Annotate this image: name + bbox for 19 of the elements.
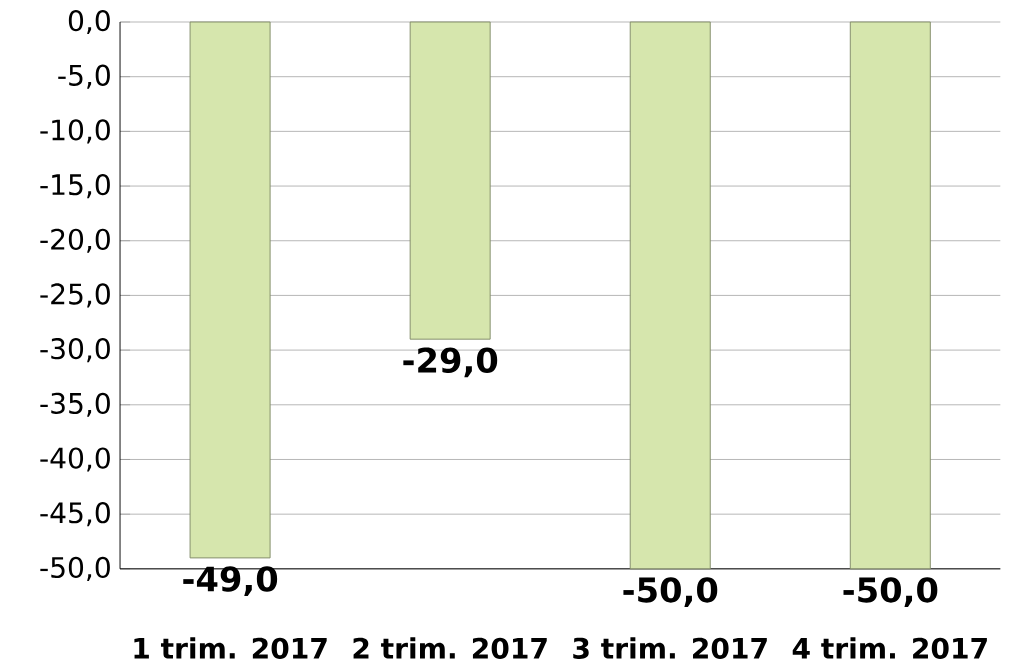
data-label: -49,0 [183, 566, 278, 597]
y-tick-label: -25,0 [40, 283, 110, 308]
data-label: -29,0 [403, 347, 498, 378]
y-tick-label: -35,0 [40, 392, 110, 417]
y-tick-label: -40,0 [40, 447, 110, 472]
y-tick-label: -5,0 [58, 64, 110, 89]
x-tick-label: 2 trim. 2017 [353, 637, 547, 659]
x-tick-label: 3 trim. 2017 [573, 637, 767, 659]
y-tick-label: -45,0 [40, 502, 110, 527]
y-tick-label: 0,0 [68, 9, 110, 35]
y-tick-label: -15,0 [40, 174, 110, 199]
data-label: -50,0 [623, 577, 718, 608]
y-tick-label: -10,0 [40, 119, 110, 144]
y-tick-label: -20,0 [40, 228, 110, 253]
data-label: -50,0 [843, 577, 938, 608]
y-tick-label: -50,0 [40, 556, 110, 581]
x-tick-label: 4 trim. 2017 [792, 637, 987, 659]
x-tick-label: 1 trim. 2017 [134, 637, 327, 659]
y-tick-label: -30,0 [40, 338, 110, 363]
